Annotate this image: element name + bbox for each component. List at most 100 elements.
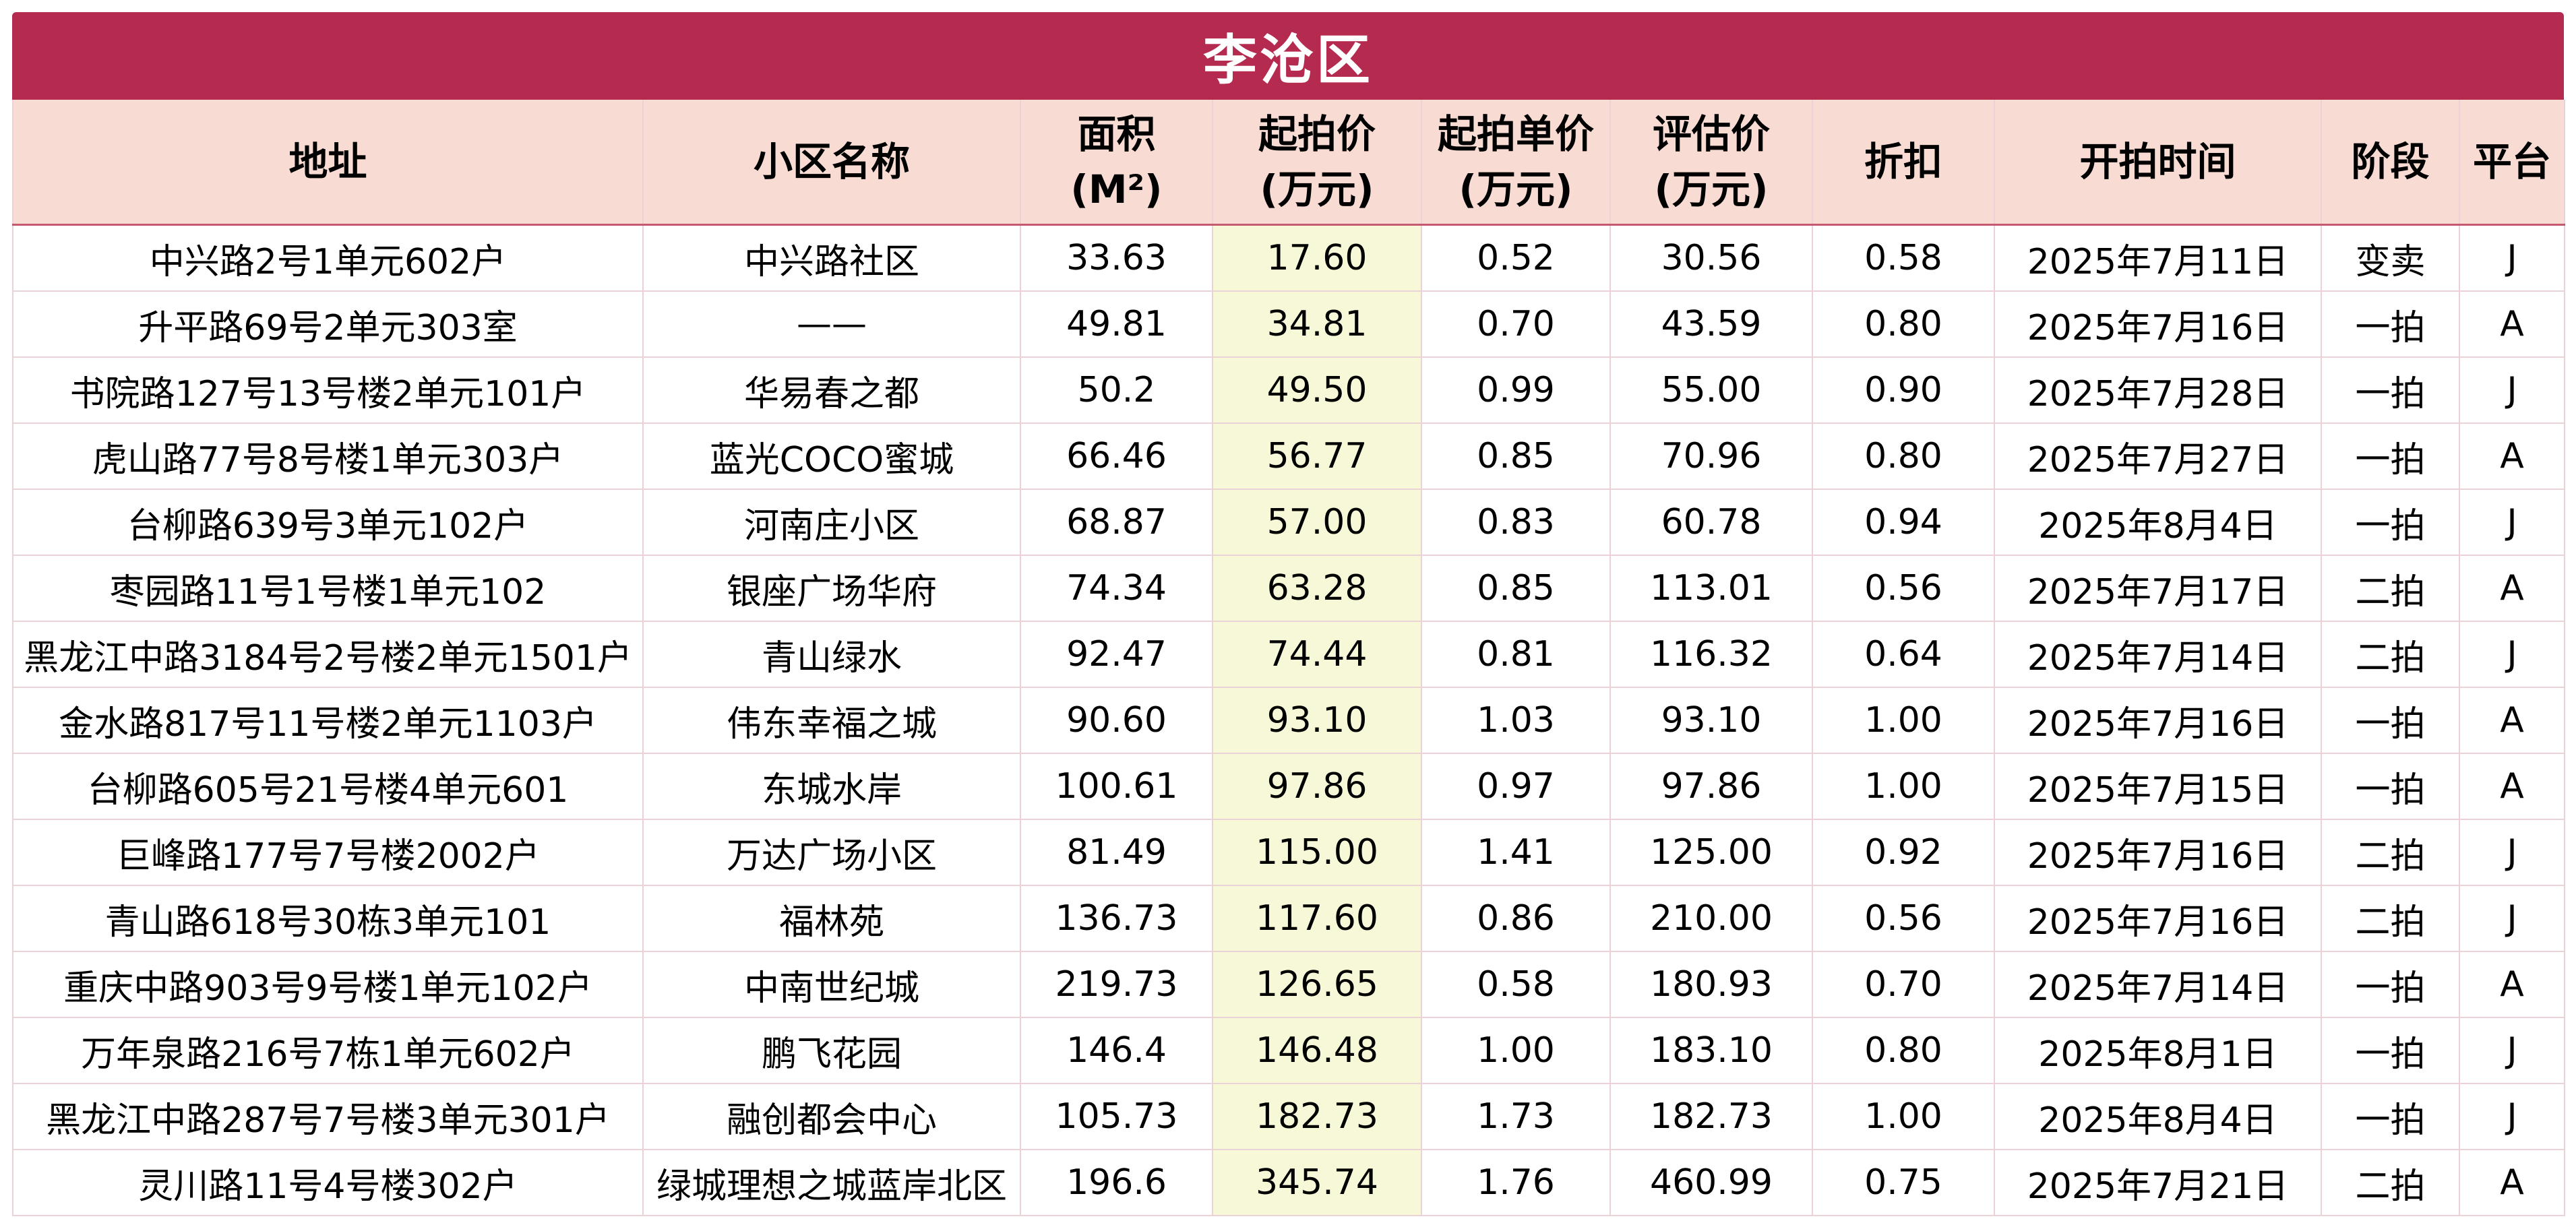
cell-area[interactable]: 33.63 [1020,224,1213,292]
cell-community[interactable]: 万达广场小区 [642,819,1021,886]
cell-discount[interactable]: 0.56 [1812,555,1995,622]
cell-start-price[interactable]: 97.86 [1212,753,1422,820]
cell-address[interactable]: 台柳路639号3单元102户 [12,489,644,556]
table-row[interactable]: 枣园路11号1号楼1单元102 银座广场华府 74.34 63.28 0.85 113.0… [12,555,2565,622]
cell-stage[interactable]: 一拍 [2321,1083,2460,1150]
cell-start-time[interactable]: 2025年8月4日 [1994,1083,2322,1150]
table-row[interactable]: 万年泉路216号7栋1单元602户 鹏飞花园 146.4 146.48 1.00 183.… [12,1017,2565,1084]
cell-discount[interactable]: 0.58 [1812,224,1995,292]
cell-start-time[interactable]: 2025年7月14日 [1994,621,2322,688]
cell-platform[interactable]: J [2459,1083,2565,1150]
cell-unit-price[interactable]: 1.73 [1421,1083,1611,1150]
cell-appraisal[interactable]: 70.96 [1609,422,1813,490]
cell-platform[interactable]: A [2459,555,2565,622]
cell-address[interactable]: 青山路618号30栋3单元101 [12,885,644,952]
cell-platform[interactable]: A [2459,753,2565,820]
cell-community[interactable]: 绿城理想之城蓝岸北区 [642,1149,1021,1216]
table-row[interactable]: 黑龙江中路3184号2号楼2单元1501户 青山绿水 92.47 74.44 0.81 1… [12,621,2565,688]
header-discount[interactable]: 折扣 [1812,100,1995,226]
table-row[interactable]: 台柳路605号21号楼4单元601 东城水岸 100.61 97.86 0.97 97.8… [12,753,2565,820]
cell-community[interactable]: 东城水岸 [642,753,1021,820]
cell-start-time[interactable]: 2025年8月4日 [1994,489,2322,556]
cell-address[interactable]: 虎山路77号8号楼1单元303户 [12,422,644,490]
cell-appraisal[interactable]: 113.01 [1609,555,1813,622]
cell-stage[interactable]: 一拍 [2321,290,2460,358]
table-row[interactable]: 金水路817号11号楼2单元1103户 伟东幸福之城 90.60 93.10 1.03 9… [12,687,2565,754]
cell-area[interactable]: 105.73 [1020,1083,1213,1150]
cell-area[interactable]: 100.61 [1020,753,1213,820]
cell-discount[interactable]: 0.80 [1812,422,1995,490]
cell-address[interactable]: 黑龙江中路3184号2号楼2单元1501户 [12,621,644,688]
cell-stage[interactable]: 二拍 [2321,885,2460,952]
cell-discount[interactable]: 1.00 [1812,753,1995,820]
cell-unit-price[interactable]: 0.99 [1421,356,1611,424]
cell-address[interactable]: 重庆中路903号9号楼1单元102户 [12,951,644,1018]
cell-platform[interactable]: J [2459,1017,2565,1084]
cell-address[interactable]: 中兴路2号1单元602户 [12,224,644,292]
cell-start-price[interactable]: 126.65 [1212,951,1422,1018]
cell-platform[interactable]: J [2459,356,2565,424]
cell-stage[interactable]: 一拍 [2321,951,2460,1018]
header-platform[interactable]: 平台 [2459,100,2565,226]
cell-appraisal[interactable]: 460.99 [1609,1149,1813,1216]
cell-unit-price[interactable]: 1.03 [1421,687,1611,754]
table-row[interactable]: 台柳路639号3单元102户 河南庄小区 68.87 57.00 0.83 60.78 0.… [12,489,2565,556]
cell-appraisal[interactable]: 43.59 [1609,290,1813,358]
table-row[interactable]: 中兴路2号1单元602户 中兴路社区 33.63 17.60 0.52 30.56 0.58… [12,224,2565,292]
cell-area[interactable]: 92.47 [1020,621,1213,688]
cell-stage[interactable]: 一拍 [2321,422,2460,490]
cell-start-time[interactable]: 2025年7月11日 [1994,224,2322,292]
header-stage[interactable]: 阶段 [2321,100,2460,226]
cell-address[interactable]: 金水路817号11号楼2单元1103户 [12,687,644,754]
cell-platform[interactable]: A [2459,687,2565,754]
cell-unit-price[interactable]: 1.00 [1421,1017,1611,1084]
cell-discount[interactable]: 0.90 [1812,356,1995,424]
cell-appraisal[interactable]: 183.10 [1609,1017,1813,1084]
cell-start-time[interactable]: 2025年7月15日 [1994,753,2322,820]
cell-discount[interactable]: 0.80 [1812,1017,1995,1084]
cell-start-price[interactable]: 49.50 [1212,356,1422,424]
cell-area[interactable]: 49.81 [1020,290,1213,358]
cell-start-price[interactable]: 117.60 [1212,885,1422,952]
cell-stage[interactable]: 一拍 [2321,1017,2460,1084]
cell-appraisal[interactable]: 97.86 [1609,753,1813,820]
cell-community[interactable]: 中兴路社区 [642,224,1021,292]
cell-address[interactable]: 黑龙江中路287号7号楼3单元301户 [12,1083,644,1150]
cell-unit-price[interactable]: 0.58 [1421,951,1611,1018]
cell-start-time[interactable]: 2025年8月1日 [1994,1017,2322,1084]
cell-community[interactable]: 华易春之都 [642,356,1021,424]
cell-appraisal[interactable]: 30.56 [1609,224,1813,292]
cell-start-time[interactable]: 2025年7月14日 [1994,951,2322,1018]
cell-start-price[interactable]: 115.00 [1212,819,1422,886]
header-community[interactable]: 小区名称 [642,100,1021,226]
cell-platform[interactable]: A [2459,422,2565,490]
cell-start-time[interactable]: 2025年7月27日 [1994,422,2322,490]
cell-unit-price[interactable]: 0.85 [1421,555,1611,622]
cell-stage[interactable]: 一拍 [2321,753,2460,820]
cell-start-time[interactable]: 2025年7月16日 [1994,819,2322,886]
cell-discount[interactable]: 0.75 [1812,1149,1995,1216]
cell-discount[interactable]: 1.00 [1812,1083,1995,1150]
cell-start-time[interactable]: 2025年7月21日 [1994,1149,2322,1216]
cell-start-price[interactable]: 182.73 [1212,1083,1422,1150]
cell-start-price[interactable]: 56.77 [1212,422,1422,490]
cell-unit-price[interactable]: 0.86 [1421,885,1611,952]
cell-community[interactable]: 河南庄小区 [642,489,1021,556]
cell-start-price[interactable]: 74.44 [1212,621,1422,688]
cell-stage[interactable]: 一拍 [2321,489,2460,556]
cell-appraisal[interactable]: 55.00 [1609,356,1813,424]
cell-discount[interactable]: 0.64 [1812,621,1995,688]
cell-community[interactable]: 伟东幸福之城 [642,687,1021,754]
cell-community[interactable]: 青山绿水 [642,621,1021,688]
cell-stage[interactable]: 二拍 [2321,555,2460,622]
cell-area[interactable]: 219.73 [1020,951,1213,1018]
cell-start-price[interactable]: 345.74 [1212,1149,1422,1216]
cell-area[interactable]: 50.2 [1020,356,1213,424]
cell-community[interactable]: —— [642,290,1021,358]
cell-address[interactable]: 枣园路11号1号楼1单元102 [12,555,644,622]
cell-platform[interactable]: A [2459,951,2565,1018]
cell-appraisal[interactable]: 210.00 [1609,885,1813,952]
cell-community[interactable]: 鹏飞花园 [642,1017,1021,1084]
cell-start-time[interactable]: 2025年7月16日 [1994,687,2322,754]
cell-platform[interactable]: J [2459,489,2565,556]
